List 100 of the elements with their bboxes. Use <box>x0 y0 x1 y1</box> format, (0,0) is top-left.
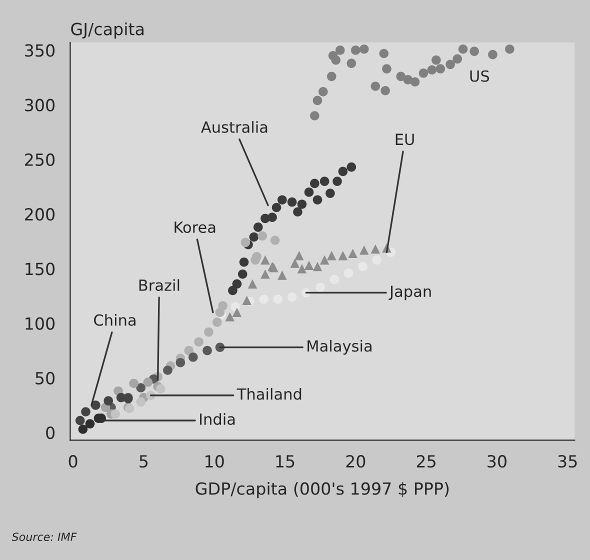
y-tick-label: 350 <box>25 44 55 57</box>
point <box>78 424 88 434</box>
annotation: Australia <box>201 121 268 133</box>
y-axis-title: GJ/capita <box>71 22 144 39</box>
point <box>346 162 356 172</box>
point <box>232 279 242 289</box>
point <box>370 244 380 254</box>
point <box>338 250 348 260</box>
point <box>81 407 90 416</box>
point <box>458 44 468 54</box>
annotation: Brazil <box>139 279 180 292</box>
point <box>248 279 258 289</box>
point <box>379 48 389 58</box>
x-tick-label: 5 <box>140 455 148 468</box>
point <box>331 55 341 65</box>
point <box>312 96 322 106</box>
point <box>310 111 320 120</box>
x-tick-label: 0 <box>68 455 78 468</box>
point <box>239 257 249 267</box>
y-tick-label: 0 <box>46 426 55 440</box>
point <box>252 252 262 262</box>
point <box>278 195 287 205</box>
point <box>359 245 369 255</box>
point <box>136 383 146 392</box>
point <box>488 50 498 60</box>
series-label: US <box>470 70 490 82</box>
point <box>163 366 172 375</box>
point <box>312 262 322 272</box>
point <box>156 384 166 394</box>
point <box>312 195 322 205</box>
x-tick-label: 25 <box>416 455 436 468</box>
annotation: Thailand <box>236 388 302 400</box>
point <box>188 352 198 362</box>
annotation: India <box>200 413 235 425</box>
y-tick-label: 50 <box>36 372 55 384</box>
point <box>350 46 360 55</box>
point <box>294 250 304 260</box>
point <box>326 188 335 198</box>
x-tick-label: 35 <box>558 455 577 468</box>
point <box>110 409 120 419</box>
y-tick-label: 300 <box>25 98 55 112</box>
y-tick-label: 100 <box>26 317 55 330</box>
point <box>297 200 307 209</box>
point <box>278 270 287 280</box>
point <box>85 419 95 428</box>
point <box>348 248 358 258</box>
x-tick-label: 15 <box>276 455 294 468</box>
point <box>143 378 153 387</box>
point <box>380 86 390 96</box>
point <box>452 54 462 64</box>
point <box>304 260 314 270</box>
point <box>470 46 479 56</box>
point <box>446 60 455 70</box>
point <box>253 222 263 232</box>
point <box>260 269 270 279</box>
point <box>202 346 212 356</box>
x-tick-label: 10 <box>206 455 224 468</box>
point <box>320 255 330 265</box>
point <box>310 178 320 188</box>
point <box>427 65 437 75</box>
source-note: Source: IMF <box>12 532 77 542</box>
point <box>372 255 382 265</box>
point <box>316 282 325 292</box>
point <box>90 400 100 410</box>
point <box>232 308 242 318</box>
point <box>75 416 85 426</box>
annotation: China <box>94 314 136 326</box>
point <box>258 231 268 241</box>
point <box>505 44 514 54</box>
x-axis-title: GDP/capita (000's 1997 $ PPP) <box>196 482 449 498</box>
point <box>136 397 146 407</box>
point <box>326 72 336 82</box>
point <box>326 250 336 260</box>
point <box>318 87 328 96</box>
point <box>270 236 280 245</box>
point <box>370 82 380 91</box>
point <box>242 296 252 306</box>
point <box>332 176 342 186</box>
point <box>129 378 138 388</box>
point <box>382 64 392 74</box>
point <box>260 255 270 265</box>
point <box>436 64 446 74</box>
point <box>218 301 228 310</box>
point <box>238 269 248 279</box>
point <box>335 46 345 55</box>
x-tick-label: 20 <box>346 455 366 468</box>
point <box>287 197 297 207</box>
point <box>418 68 428 78</box>
point <box>194 337 204 347</box>
point <box>184 346 194 356</box>
x-tick-label: 30 <box>488 455 506 468</box>
point <box>290 258 300 268</box>
point <box>410 77 420 87</box>
point <box>212 318 222 327</box>
point <box>297 264 307 274</box>
point <box>268 212 277 222</box>
point <box>293 207 302 217</box>
point <box>240 238 250 248</box>
y-tick-label: 250 <box>25 153 55 166</box>
point <box>225 312 235 322</box>
